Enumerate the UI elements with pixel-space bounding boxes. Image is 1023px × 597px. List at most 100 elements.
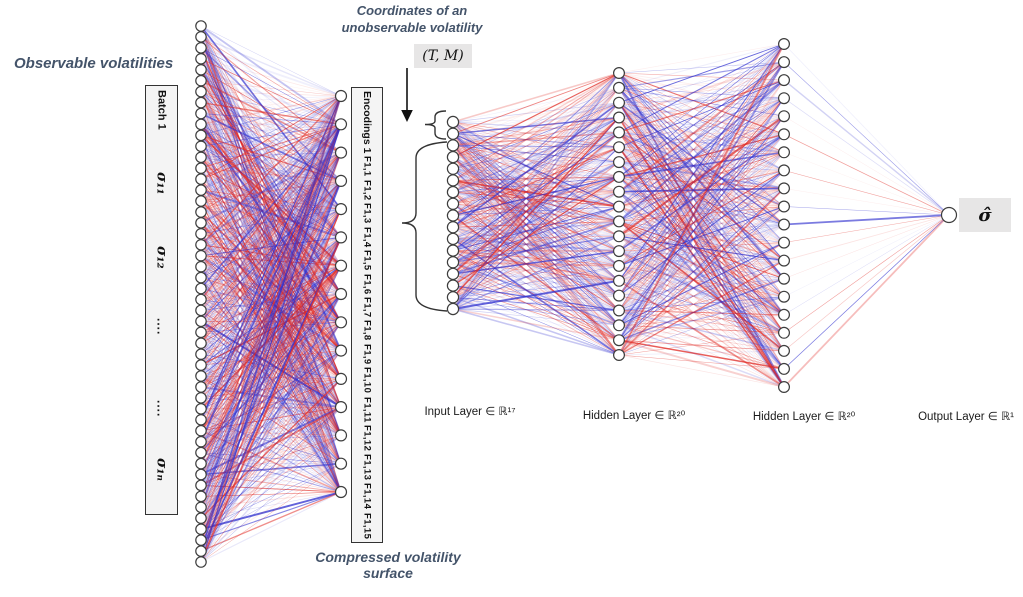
network-node: [446, 197, 460, 210]
network-node: [777, 381, 790, 394]
encoding-label-f8: F1,8: [361, 320, 373, 342]
network-node: [446, 209, 460, 222]
network-node: [195, 556, 207, 568]
network-node: [777, 272, 790, 285]
network-node: [777, 290, 790, 303]
network-node: [195, 118, 207, 131]
network-node: [334, 457, 348, 470]
batch-entry-sigma12: σ₁₂: [153, 246, 170, 269]
network-node: [446, 162, 460, 175]
network-node: [612, 245, 625, 258]
network-node: [195, 545, 207, 557]
network-node: [334, 485, 348, 499]
network-node: [195, 239, 207, 251]
network-node: [195, 173, 207, 185]
network-node: [195, 151, 207, 164]
network-node: [195, 129, 207, 142]
network-node: [334, 89, 348, 103]
batch-entry-sigma11: σ₁₁: [153, 172, 170, 195]
encoding-label-f13: F1,13: [361, 454, 373, 481]
coordinates-brace: [424, 110, 447, 140]
network-node: [777, 308, 790, 321]
network-node: [334, 372, 348, 385]
compressed-surface-line2: surface: [363, 565, 413, 581]
annotation-decorations: [401, 68, 448, 312]
network-node: [777, 146, 790, 159]
network-node: [195, 107, 207, 120]
network-node: [612, 349, 625, 362]
network-node: [777, 236, 790, 249]
sigma-hat-output-tag: σ̂: [959, 198, 1011, 232]
network-node: [612, 259, 625, 272]
network-node: [777, 362, 790, 375]
compressed-surface-label: Compressed volatility surface: [296, 549, 480, 581]
network-node: [446, 279, 460, 292]
encoding-label-f7: F1,7: [361, 297, 373, 318]
batch-box: Batch 1 σ₁₁ σ₁₂ .... .... σ₁ₙ: [145, 85, 178, 515]
network-node: [195, 184, 207, 196]
network-node: [195, 20, 207, 32]
encoding-label-f1: F1,1: [361, 156, 373, 177]
network-node: [777, 56, 790, 69]
network-node: [195, 260, 207, 273]
encoding-label-f5: F1,5: [361, 250, 373, 271]
network-node: [777, 200, 790, 213]
network-node: [612, 170, 625, 183]
network-node: [612, 215, 625, 228]
network-node: [195, 228, 207, 240]
network-node: [195, 31, 207, 43]
connection-edges: [200, 25, 950, 563]
network-node: [195, 162, 207, 174]
network-node: [195, 315, 207, 328]
batch-box-title: Batch 1: [155, 90, 168, 130]
network-node: [195, 501, 207, 514]
network-node: [777, 218, 790, 231]
network-node: [195, 206, 207, 218]
network-node: [195, 381, 207, 393]
network-node: [446, 150, 460, 164]
network-node: [446, 220, 460, 234]
network-node: [777, 37, 790, 50]
network-node: [612, 126, 625, 139]
network-node: [777, 74, 790, 87]
network-node: [195, 64, 207, 76]
input-layer-label: Input Layer ∈ ℝ¹⁷: [424, 406, 516, 418]
network-node: [195, 523, 207, 535]
batch-entry-ellipsis-1: ....: [154, 318, 169, 336]
network-node: [612, 319, 625, 332]
encoding-label-f9: F1,9: [361, 343, 373, 365]
network-node: [195, 52, 207, 65]
network-node: [195, 370, 207, 382]
network-node: [195, 446, 207, 459]
network-node: [446, 256, 460, 269]
batch-entry-ellipsis-2: ....: [154, 400, 169, 418]
encoding-label-f6: F1,6: [361, 273, 373, 295]
network-node: [195, 326, 207, 339]
network-node: [446, 291, 460, 304]
network-node: [195, 479, 207, 492]
network-node: [195, 42, 207, 54]
network-node: [612, 156, 625, 169]
network-node: [612, 274, 625, 287]
network-node: [612, 96, 625, 109]
network-node: [612, 334, 625, 347]
network-node: [446, 302, 460, 316]
network-node: [334, 174, 348, 187]
network-node: [612, 230, 625, 243]
network-node: [777, 92, 790, 105]
network-node: [612, 111, 625, 124]
network-node: [195, 85, 207, 98]
encoding-label-f3: F1,3: [361, 203, 373, 224]
network-node: [612, 304, 625, 317]
encodings-brace: [401, 141, 448, 312]
network-node: [195, 403, 207, 415]
encoding-label-f14: F1,14: [361, 483, 373, 510]
network-node: [612, 81, 625, 94]
network-node: [195, 195, 207, 207]
coordinates-label-line1: Coordinates of an: [356, 3, 468, 18]
network-node: [195, 293, 207, 306]
network-node: [195, 249, 207, 262]
network-node: [334, 287, 348, 301]
encoding-label-f10: F1,10: [361, 367, 373, 394]
